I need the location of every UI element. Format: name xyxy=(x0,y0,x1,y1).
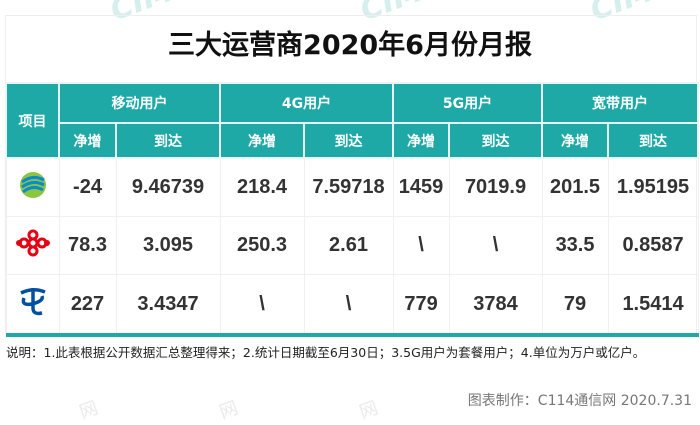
header-mobile-users: 移动用户 xyxy=(58,82,221,124)
china-mobile-logo-icon xyxy=(5,157,60,217)
header-net: 净增 xyxy=(541,122,610,159)
header-reach: 到达 xyxy=(607,122,700,159)
cell: 7.59718 xyxy=(303,157,394,217)
cell: 79 xyxy=(541,274,609,337)
cell: 9.46739 xyxy=(115,157,221,217)
cell: 78.3 xyxy=(58,216,117,275)
header-broadband-users: 宽带用户 xyxy=(541,82,700,124)
cell: 3784 xyxy=(448,274,543,337)
credit: 图表制作：C114通信网 2020.7.31 xyxy=(467,393,692,409)
cell: 250.3 xyxy=(219,216,305,275)
cell: \ xyxy=(303,274,394,337)
table-row: 227 3.4347 \ \ 779 3784 79 1.5414 xyxy=(5,274,699,337)
cell: 201.5 xyxy=(541,157,609,217)
cell: 1.95195 xyxy=(607,157,699,217)
header-reach: 到达 xyxy=(115,122,221,159)
header-net: 净增 xyxy=(58,122,117,159)
cell: 7019.9 xyxy=(448,157,543,217)
cell: 779 xyxy=(392,274,450,337)
notes: 说明：1.此表根据公开数据汇总整理得来；2.统计日期截至6月30日；3.5G用户… xyxy=(6,345,646,360)
header-reach: 到达 xyxy=(448,122,544,159)
cell: 1459 xyxy=(392,157,450,217)
header-5g-users: 5G用户 xyxy=(392,82,544,124)
header-net: 净增 xyxy=(219,122,305,159)
cell: 227 xyxy=(58,274,117,337)
china-unicom-logo-icon xyxy=(5,216,60,275)
cell: 0.8587 xyxy=(607,216,699,275)
cell: 218.4 xyxy=(219,157,305,217)
table-row: 78.3 3.095 250.3 2.61 \ \ 33.5 0.8587 xyxy=(5,216,699,275)
china-telecom-logo-icon xyxy=(5,274,60,337)
watermark-text: 网 xyxy=(356,397,381,424)
header-net: 净增 xyxy=(392,122,451,159)
watermark-text: 网 xyxy=(216,397,241,424)
cell: 33.5 xyxy=(541,216,609,275)
cell: \ xyxy=(392,216,450,275)
cell: 2.61 xyxy=(303,216,394,275)
report-table: 项目 移动用户 4G用户 5G用户 宽带用户 净增 到达 净增 到达 净增 到达 净增… xyxy=(5,82,700,337)
page-title: 三大运营商2020年6月份月报 xyxy=(168,30,532,61)
cell: -24 xyxy=(58,157,117,217)
cell: 3.095 xyxy=(115,216,221,275)
cell: 1.5414 xyxy=(607,274,699,337)
table-row: -24 9.46739 218.4 7.59718 1459 7019.9 201.5 1.9… xyxy=(5,157,699,217)
header-reach: 到达 xyxy=(302,122,395,159)
cell: \ xyxy=(219,274,305,337)
cell: 3.4347 xyxy=(115,274,221,337)
header-4g-users: 4G用户 xyxy=(218,82,395,124)
watermark-text: 网 xyxy=(76,397,101,424)
header-item: 项目 xyxy=(5,82,60,159)
cell: \ xyxy=(448,216,543,275)
